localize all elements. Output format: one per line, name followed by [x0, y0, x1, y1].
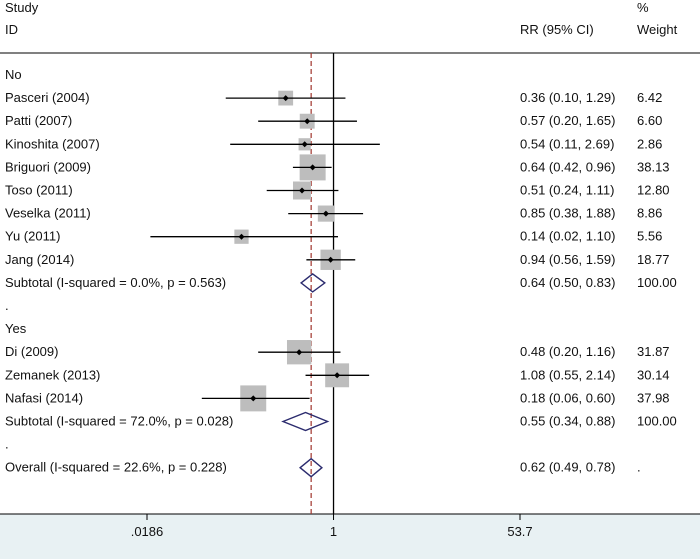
row-label: Zemanek (2013) — [5, 367, 100, 382]
row-rr-ci: 0.55 (0.34, 0.88) — [520, 414, 615, 429]
row-label: Yu (2011) — [5, 229, 60, 244]
row-rr-ci: 0.62 (0.49, 0.78) — [520, 460, 615, 475]
row-label: Overall (I-squared = 22.6%, p = 0.228) — [5, 460, 227, 475]
row-label: . — [5, 437, 9, 452]
study-point-estimate — [296, 349, 303, 356]
subtotal-diamond — [299, 273, 326, 293]
axis-tick-label: 53.7 — [507, 524, 532, 539]
study-point-estimate — [250, 395, 257, 402]
study-point-estimate — [301, 141, 308, 148]
header-estimate: RR (95% CI) — [520, 22, 594, 37]
row-label: Veselka (2011) — [5, 206, 91, 221]
row-weight: 100.00 — [637, 414, 677, 429]
study-point-estimate — [282, 95, 289, 102]
study-point-estimate — [238, 233, 245, 240]
row-label: No — [5, 67, 22, 82]
row-weight: . — [637, 460, 641, 475]
study-point-estimate — [334, 372, 341, 379]
row-rr-ci: 0.14 (0.02, 1.10) — [520, 229, 615, 244]
study-point-estimate — [322, 210, 329, 217]
row-weight: 6.42 — [637, 90, 662, 105]
study-point-estimate — [304, 118, 311, 125]
row-label: Subtotal (I-squared = 0.0%, p = 0.563) — [5, 275, 226, 290]
row-weight: 8.86 — [637, 206, 662, 221]
row-rr-ci: 0.85 (0.38, 1.88) — [520, 206, 615, 221]
row-label: Briguori (2009) — [5, 159, 91, 174]
row-label: Kinoshita (2007) — [5, 136, 100, 151]
header-percent: % — [637, 0, 649, 15]
row-weight: 12.80 — [637, 183, 670, 198]
row-weight: 5.56 — [637, 229, 662, 244]
row-rr-ci: 0.51 (0.24, 1.11) — [520, 183, 614, 198]
subtotal-diamond — [281, 411, 330, 432]
row-rr-ci: 0.18 (0.06, 0.60) — [520, 390, 615, 405]
overall-diamond — [299, 457, 323, 478]
row-label: Subtotal (I-squared = 72.0%, p = 0.028) — [5, 414, 233, 429]
row-weight: 38.13 — [637, 159, 670, 174]
row-weight: 100.00 — [637, 275, 677, 290]
row-label: . — [5, 298, 9, 313]
row-rr-ci: 0.64 (0.42, 0.96) — [520, 159, 615, 174]
row-rr-ci: 0.54 (0.11, 2.69) — [520, 136, 614, 151]
row-label: Pasceri (2004) — [5, 90, 90, 105]
study-point-estimate — [309, 164, 316, 171]
row-rr-ci: 0.36 (0.10, 1.29) — [520, 90, 615, 105]
row-rr-ci: 0.94 (0.56, 1.59) — [520, 252, 615, 267]
header-study: Study — [5, 0, 39, 15]
row-rr-ci: 0.48 (0.20, 1.16) — [520, 344, 615, 359]
header-id: ID — [5, 22, 18, 37]
row-rr-ci: 1.08 (0.55, 2.14) — [520, 367, 615, 382]
study-point-estimate — [327, 256, 334, 263]
row-weight: 30.14 — [637, 367, 670, 382]
row-label: Jang (2014) — [5, 252, 74, 267]
row-rr-ci: 0.57 (0.20, 1.65) — [520, 113, 615, 128]
row-label: Yes — [5, 321, 27, 336]
axis-tick-label: .0186 — [131, 524, 164, 539]
row-weight: 2.86 — [637, 136, 662, 151]
row-weight: 31.87 — [637, 344, 670, 359]
axis-band — [0, 514, 700, 559]
row-label: Patti (2007) — [5, 113, 72, 128]
row-label: Nafasi (2014) — [5, 390, 83, 405]
study-point-estimate — [299, 187, 306, 194]
row-rr-ci: 0.64 (0.50, 0.83) — [520, 275, 615, 290]
row-label: Toso (2011) — [5, 183, 73, 198]
header-weight: Weight — [637, 22, 678, 37]
row-label: Di (2009) — [5, 344, 58, 359]
row-weight: 6.60 — [637, 113, 662, 128]
row-weight: 37.98 — [637, 390, 670, 405]
axis-tick-label: 1 — [330, 524, 337, 539]
row-weight: 18.77 — [637, 252, 670, 267]
